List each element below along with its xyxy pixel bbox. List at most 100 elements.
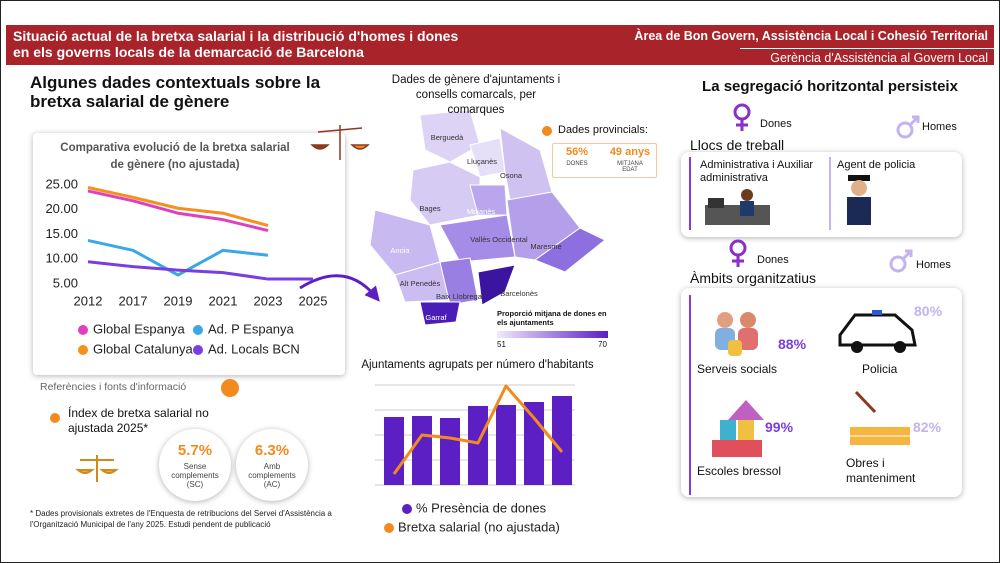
balance-icon bbox=[75, 455, 119, 482]
legend-label: Ad. Locals BCN bbox=[208, 341, 300, 356]
legend-label: Bretxa salarial (no ajustada) bbox=[398, 519, 560, 534]
area-label: Escoles bressol bbox=[697, 464, 782, 478]
x-tick-label: 2019 bbox=[164, 293, 193, 308]
area-value: 80% bbox=[914, 303, 943, 319]
legend-label: Global Espanya bbox=[93, 321, 186, 336]
subsection-title: Àmbits organitzatius bbox=[690, 270, 817, 286]
y-tick-label: 15.00 bbox=[45, 226, 78, 241]
line bbox=[87, 238, 269, 277]
y-tick-label: 25.00 bbox=[45, 176, 78, 191]
men-label: Homes bbox=[922, 121, 957, 133]
title-line: Situació actual de la bretxa salarial i … bbox=[13, 28, 459, 44]
bar bbox=[524, 402, 544, 485]
header-title: Situació actual de la bretxa salarial i … bbox=[13, 28, 458, 60]
provincial-item: 56% DONES bbox=[556, 146, 598, 167]
women-label: Dones bbox=[760, 118, 792, 130]
map-title: Dades de gènere d'ajuntaments i consells… bbox=[391, 74, 561, 116]
indicator-label: Amb complements (AC) bbox=[248, 462, 296, 489]
bricks-icon bbox=[850, 390, 910, 445]
indicator-label: Sense complements (SC) bbox=[171, 462, 219, 489]
legend-marker bbox=[193, 325, 203, 335]
legend-marker bbox=[384, 523, 394, 533]
area-label: Serveis socials bbox=[697, 362, 778, 376]
section-heading: Algunes dades contextuals sobre la bretx… bbox=[30, 73, 321, 111]
male-symbol bbox=[889, 115, 920, 273]
legend-marker bbox=[193, 345, 203, 355]
y-tick-label: 5.00 bbox=[53, 275, 78, 290]
job-women: Administrativa i Auxiliar administrativa bbox=[700, 159, 814, 184]
region-label: Maresme bbox=[530, 242, 561, 251]
map-legend-title: Proporció mitjana de dones en els ajunta… bbox=[497, 309, 607, 327]
area-value: 99% bbox=[765, 419, 794, 435]
reference-icon bbox=[221, 379, 239, 397]
region-label: Baix Llobregat bbox=[436, 292, 485, 301]
references: Referències i fonts d'informació bbox=[40, 381, 187, 393]
police-icon bbox=[847, 175, 871, 225]
map-legend-gradient bbox=[497, 331, 608, 338]
legend-label: Global Catalunya bbox=[93, 341, 193, 356]
job-men: Agent de policia bbox=[837, 159, 916, 171]
map-legend-min: 51 bbox=[497, 340, 506, 349]
family-icon bbox=[715, 312, 758, 356]
region-label: Berguedà bbox=[431, 133, 464, 142]
line bbox=[392, 384, 564, 475]
line bbox=[87, 260, 313, 281]
bar bbox=[552, 396, 572, 485]
bar bbox=[384, 417, 404, 485]
y-tick-label: 10.00 bbox=[45, 251, 78, 266]
x-tick-label: 2012 bbox=[74, 293, 103, 308]
map-region bbox=[419, 109, 481, 163]
area-label: Obres i manteniment bbox=[846, 456, 916, 485]
y-tick-label: 20.00 bbox=[45, 201, 78, 216]
header-band bbox=[6, 25, 994, 65]
line bbox=[87, 186, 269, 228]
scale-icon bbox=[310, 125, 370, 160]
women-label: Dones bbox=[757, 254, 789, 266]
female-symbol bbox=[729, 103, 751, 267]
bullet bbox=[50, 413, 60, 423]
title-line: en els governs locals de la demarcació d… bbox=[13, 44, 364, 60]
blocks-icon bbox=[712, 400, 764, 457]
provincial-label: MITJANA EDAT bbox=[617, 161, 643, 173]
provincial-title: Dades provincials: bbox=[558, 124, 648, 136]
map-region bbox=[533, 227, 606, 273]
x-tick-label: 2017 bbox=[119, 293, 148, 308]
bar bbox=[412, 416, 432, 485]
chart-title: Ajuntaments agrupats per número d'habita… bbox=[361, 359, 594, 371]
indicator: 5.7% Sense complements (SC) bbox=[163, 442, 227, 489]
legend-marker bbox=[78, 325, 88, 335]
area-value: 82% bbox=[913, 419, 942, 435]
indicator-circle bbox=[236, 429, 308, 501]
region-label: Moianès bbox=[467, 207, 496, 216]
provincial-item: 49 anys MITJANA EDAT bbox=[605, 146, 655, 173]
region-label: Vallès Occidental bbox=[470, 235, 528, 244]
men-label: Homes bbox=[916, 259, 951, 271]
provincial-value: 49 anys bbox=[609, 146, 651, 158]
region-label: Garraf bbox=[425, 313, 447, 322]
region-label: Bages bbox=[419, 204, 441, 213]
region-label: Anoia bbox=[390, 246, 410, 255]
car-icon bbox=[838, 310, 917, 353]
bullet bbox=[542, 126, 552, 136]
map-labels: Berguedà Lluçanès Osona Bages Moianès An… bbox=[390, 133, 561, 322]
subdepartment: Gerència d'Assistència al Govern Local bbox=[770, 51, 988, 65]
region-label: Alt Penedès bbox=[400, 279, 441, 288]
line-chart-card bbox=[33, 133, 345, 375]
map-region bbox=[477, 264, 516, 306]
office-icon bbox=[705, 189, 770, 225]
map-region bbox=[439, 257, 479, 306]
provincial-label: DONES bbox=[566, 161, 588, 167]
map-legend-max: 70 bbox=[598, 340, 607, 349]
map bbox=[369, 109, 606, 326]
indicator: 6.3% Amb complements (AC) bbox=[240, 442, 304, 489]
line bbox=[87, 189, 269, 232]
header-divider bbox=[740, 48, 994, 49]
region-label: Lluçanès bbox=[467, 157, 497, 166]
x-tick-label: 2023 bbox=[254, 293, 283, 308]
area-label: Policia bbox=[862, 362, 898, 376]
provincial-value: 56% bbox=[565, 146, 589, 158]
x-tick-label: 2025 bbox=[299, 293, 328, 308]
